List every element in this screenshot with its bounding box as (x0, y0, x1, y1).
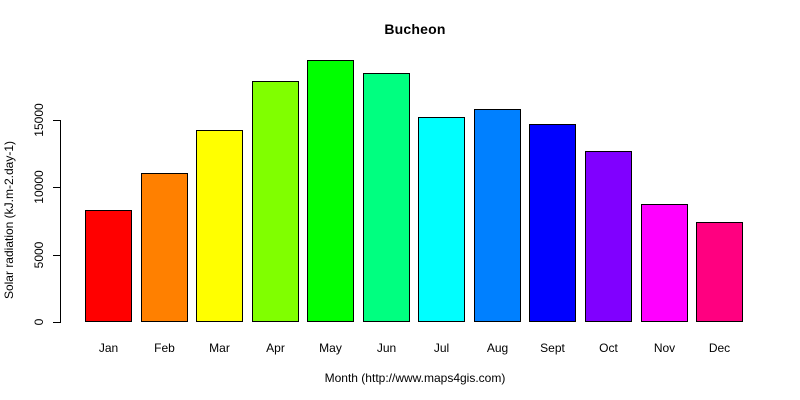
x-tick-label-oct: Oct (599, 341, 618, 355)
bar-may (307, 60, 354, 322)
x-tick-label-aug: Aug (486, 341, 509, 355)
y-tick-label-5000: 5000 (32, 241, 46, 269)
x-tick-label-dec: Dec (708, 341, 731, 355)
x-tick-label-jul: Jul (433, 341, 450, 355)
bar-oct (585, 151, 632, 322)
x-tick-label-sept: Sept (540, 341, 565, 355)
bar-sept (529, 124, 576, 322)
bar-jul (418, 117, 465, 322)
bar-dec (696, 222, 743, 322)
chart-title: Bucheon (384, 21, 446, 37)
y-axis-label: Solar radiation (kJ.m-2.day-1) (2, 140, 16, 300)
y-tick-0 (53, 322, 60, 323)
x-tick-label-jun: Jun (376, 341, 397, 355)
x-tick-label-apr: Apr (266, 341, 285, 355)
bar-apr (252, 81, 299, 322)
x-tick-label-feb: Feb (154, 341, 175, 355)
y-tick-label-10000: 10000 (32, 170, 46, 204)
y-tick-5000 (53, 255, 60, 256)
bar-mar (196, 130, 243, 322)
y-axis-line (60, 120, 61, 323)
y-tick-10000 (53, 187, 60, 188)
x-tick-label-mar: Mar (209, 341, 230, 355)
y-tick-15000 (53, 120, 60, 121)
x-tick-label-nov: Nov (653, 341, 676, 355)
bar-nov (641, 204, 688, 322)
x-axis-label: Month (http://www.maps4gis.com) (324, 371, 506, 385)
x-tick-label-jan: Jan (98, 341, 119, 355)
y-tick-label-15000: 15000 (32, 103, 46, 137)
bar-feb (141, 173, 188, 322)
bar-aug (474, 109, 521, 322)
bar-jun (363, 73, 410, 322)
x-tick-label-may: May (319, 341, 342, 355)
bar-jan (85, 210, 132, 322)
y-tick-label-0: 0 (32, 318, 46, 326)
